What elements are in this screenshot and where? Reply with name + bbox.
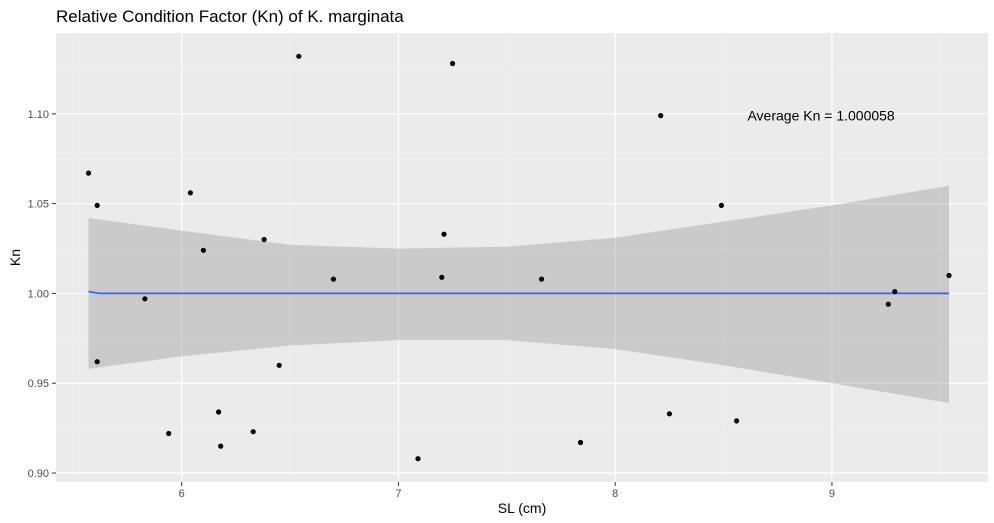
data-point xyxy=(892,289,898,295)
y-tick-label: 0.90 xyxy=(28,468,49,480)
x-tick-label: 9 xyxy=(829,488,835,500)
data-point xyxy=(718,202,725,208)
data-point xyxy=(441,231,447,237)
data-point xyxy=(85,170,92,176)
data-point xyxy=(658,113,664,119)
data-point xyxy=(276,362,282,368)
y-tick-label: 1.05 xyxy=(28,199,49,211)
data-point xyxy=(538,276,545,282)
x-tick-label: 7 xyxy=(395,488,401,500)
data-point xyxy=(415,456,421,462)
average-kn-annotation: Average Kn = 1.000058 xyxy=(747,108,894,124)
data-point xyxy=(250,429,256,435)
y-tick-label: 1.10 xyxy=(28,109,49,121)
data-point xyxy=(142,296,148,302)
y-tick-label: 0.95 xyxy=(28,378,49,390)
data-point xyxy=(218,443,224,449)
data-point xyxy=(261,236,267,243)
data-points xyxy=(85,53,952,462)
data-point xyxy=(166,430,172,437)
data-point xyxy=(94,202,100,208)
data-point xyxy=(666,411,673,417)
major-gridlines xyxy=(56,33,988,482)
data-point xyxy=(885,301,891,307)
minor-gridlines xyxy=(56,33,988,482)
data-point xyxy=(187,190,193,196)
chart-title: Relative Condition Factor (Kn) of K. mar… xyxy=(56,7,404,26)
x-tick-label: 6 xyxy=(179,488,185,500)
x-tick-label: 8 xyxy=(612,488,618,500)
data-point xyxy=(296,53,302,59)
data-point xyxy=(94,359,100,365)
data-point xyxy=(577,439,584,446)
data-point xyxy=(734,418,740,424)
y-axis-label: Kn xyxy=(7,249,23,266)
smooth-line xyxy=(88,290,949,295)
data-point xyxy=(200,247,206,253)
confidence-band xyxy=(88,185,949,403)
y-axis-ticks: 0.90 0.95 1.00 1.05 1.10 xyxy=(28,109,56,480)
x-axis-label: SL (cm) xyxy=(498,500,546,516)
x-axis-ticks: 6 7 8 9 xyxy=(179,482,835,500)
data-point xyxy=(216,409,222,415)
data-point xyxy=(450,60,456,67)
plot-panel xyxy=(56,33,988,482)
data-point xyxy=(439,274,445,280)
data-point xyxy=(330,276,336,282)
data-point xyxy=(946,272,952,279)
y-tick-label: 1.00 xyxy=(28,288,49,300)
